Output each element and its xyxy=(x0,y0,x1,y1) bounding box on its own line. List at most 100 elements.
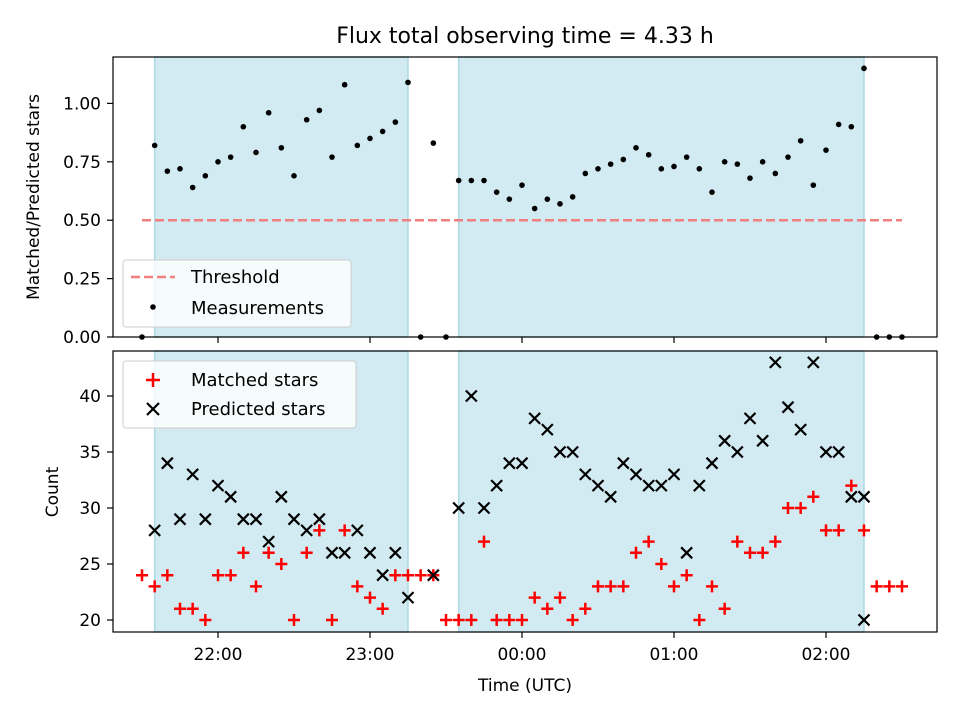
shaded-band xyxy=(457,350,865,633)
predicted-star-point xyxy=(389,546,402,560)
matched-star-point xyxy=(579,602,592,615)
measurement-point xyxy=(354,142,361,149)
y-tick-label: 1.00 xyxy=(63,94,101,114)
measurement-point xyxy=(151,142,158,149)
top-plot-marks xyxy=(139,65,905,340)
y-tick-label: 0.00 xyxy=(63,328,101,348)
predicted-star-point xyxy=(579,468,592,481)
measurement-point xyxy=(405,79,411,86)
bottom-y-ticks: 20 25 30 35 40 xyxy=(79,387,113,631)
predicted-star-point xyxy=(401,591,415,604)
matched-star-point xyxy=(148,580,161,593)
x-tick-label: 02:00 xyxy=(801,645,850,665)
measurement-point xyxy=(747,175,753,181)
measurement-point xyxy=(202,173,209,179)
measurement-point xyxy=(557,201,563,207)
matched-star-point xyxy=(693,614,706,626)
measurement-point xyxy=(607,161,614,167)
top-legend-box xyxy=(122,259,352,328)
legend-predicted-label: Predicted stars xyxy=(191,399,325,420)
matched-star-point xyxy=(832,524,845,537)
matched-star-point xyxy=(401,569,414,582)
matched-star-point xyxy=(756,546,769,559)
matched-star-point xyxy=(807,490,820,503)
matched-star-point xyxy=(566,614,579,626)
measurement-point xyxy=(379,128,386,135)
measurement-point xyxy=(493,189,500,195)
measurement-point xyxy=(810,182,817,188)
predicted-star-point xyxy=(249,512,263,526)
legend-matched-swatch xyxy=(146,373,160,387)
predicted-star-point xyxy=(427,568,440,582)
measurement-point xyxy=(164,168,171,174)
matched-star-point xyxy=(553,591,566,604)
y-tick-label: 20 xyxy=(79,611,101,631)
predicted-star-point xyxy=(667,468,681,481)
matched-star-point xyxy=(655,558,668,570)
measurement-point xyxy=(645,151,652,158)
predicted-star-point xyxy=(477,501,491,515)
measurement-point xyxy=(253,149,259,156)
bottom-panel: 20 25 30 35 40 22:00 23:00 00:00 01:00 02:00 Cou… xyxy=(43,350,938,696)
predicted-star-point xyxy=(705,456,719,470)
predicted-star-point xyxy=(503,456,516,470)
predicted-star-point xyxy=(756,434,769,448)
measurement-point xyxy=(240,123,247,130)
legend-predicted-swatch xyxy=(146,402,160,416)
predicted-star-point xyxy=(832,445,845,459)
measurement-point xyxy=(215,159,221,165)
top-panel: 0.00 0.25 0.50 0.75 1.00 Matched/Predicted s… xyxy=(24,56,938,348)
predicted-star-point xyxy=(794,423,807,436)
top-x-ticks xyxy=(217,337,827,343)
matched-star-point xyxy=(781,502,794,514)
measurement-point xyxy=(392,119,399,125)
predicted-star-point xyxy=(211,479,225,492)
predicted-star-point xyxy=(781,400,795,414)
matched-star-point xyxy=(351,580,364,593)
matched-star-point xyxy=(591,580,604,593)
predicted-star-point xyxy=(769,356,782,369)
predicted-star-point xyxy=(857,490,871,504)
measurement-point xyxy=(430,140,437,146)
matched-star-point xyxy=(515,614,528,626)
matched-star-point xyxy=(629,546,642,559)
measurement-point xyxy=(227,154,234,160)
predicted-star-point xyxy=(566,445,579,459)
x-tick-label: 23:00 xyxy=(345,645,394,665)
measurement-point xyxy=(544,196,551,202)
predicted-star-point xyxy=(515,456,529,470)
matched-star-point xyxy=(186,602,199,615)
measurement-point xyxy=(278,144,285,151)
matched-star-point xyxy=(224,569,237,582)
measurement-point xyxy=(506,196,513,202)
matched-star-point xyxy=(718,602,731,615)
bottom-legend-box xyxy=(122,360,357,429)
matched-star-point xyxy=(503,614,516,626)
predicted-star-point xyxy=(629,468,643,481)
matched-star-point xyxy=(262,546,275,559)
predicted-star-point xyxy=(655,479,668,492)
matched-star-point xyxy=(161,569,174,582)
predicted-star-point xyxy=(465,389,478,403)
measurement-point xyxy=(721,159,728,165)
measurement-point xyxy=(848,123,855,130)
matched-star-point xyxy=(452,614,465,626)
predicted-star-point xyxy=(313,512,326,526)
chart-title: Flux total observing time = 4.33 h xyxy=(336,24,714,49)
measurement-point xyxy=(696,166,703,172)
bottom-y-axis-label: Count xyxy=(43,466,63,517)
measurement-point xyxy=(316,107,323,114)
measurement-point xyxy=(569,194,576,200)
matched-star-point xyxy=(870,580,883,593)
predicted-star-point xyxy=(743,412,757,425)
predicted-star-point xyxy=(224,490,237,504)
y-tick-label: 0.50 xyxy=(63,211,101,231)
top-y-axis-label: Matched/Predicted stars xyxy=(24,94,44,300)
matched-star-point xyxy=(667,580,680,593)
predicted-star-point xyxy=(173,512,187,526)
measurement-point xyxy=(658,166,665,172)
predicted-star-point xyxy=(237,512,250,526)
predicted-star-point xyxy=(148,524,161,537)
y-tick-label: 0.25 xyxy=(63,270,101,290)
